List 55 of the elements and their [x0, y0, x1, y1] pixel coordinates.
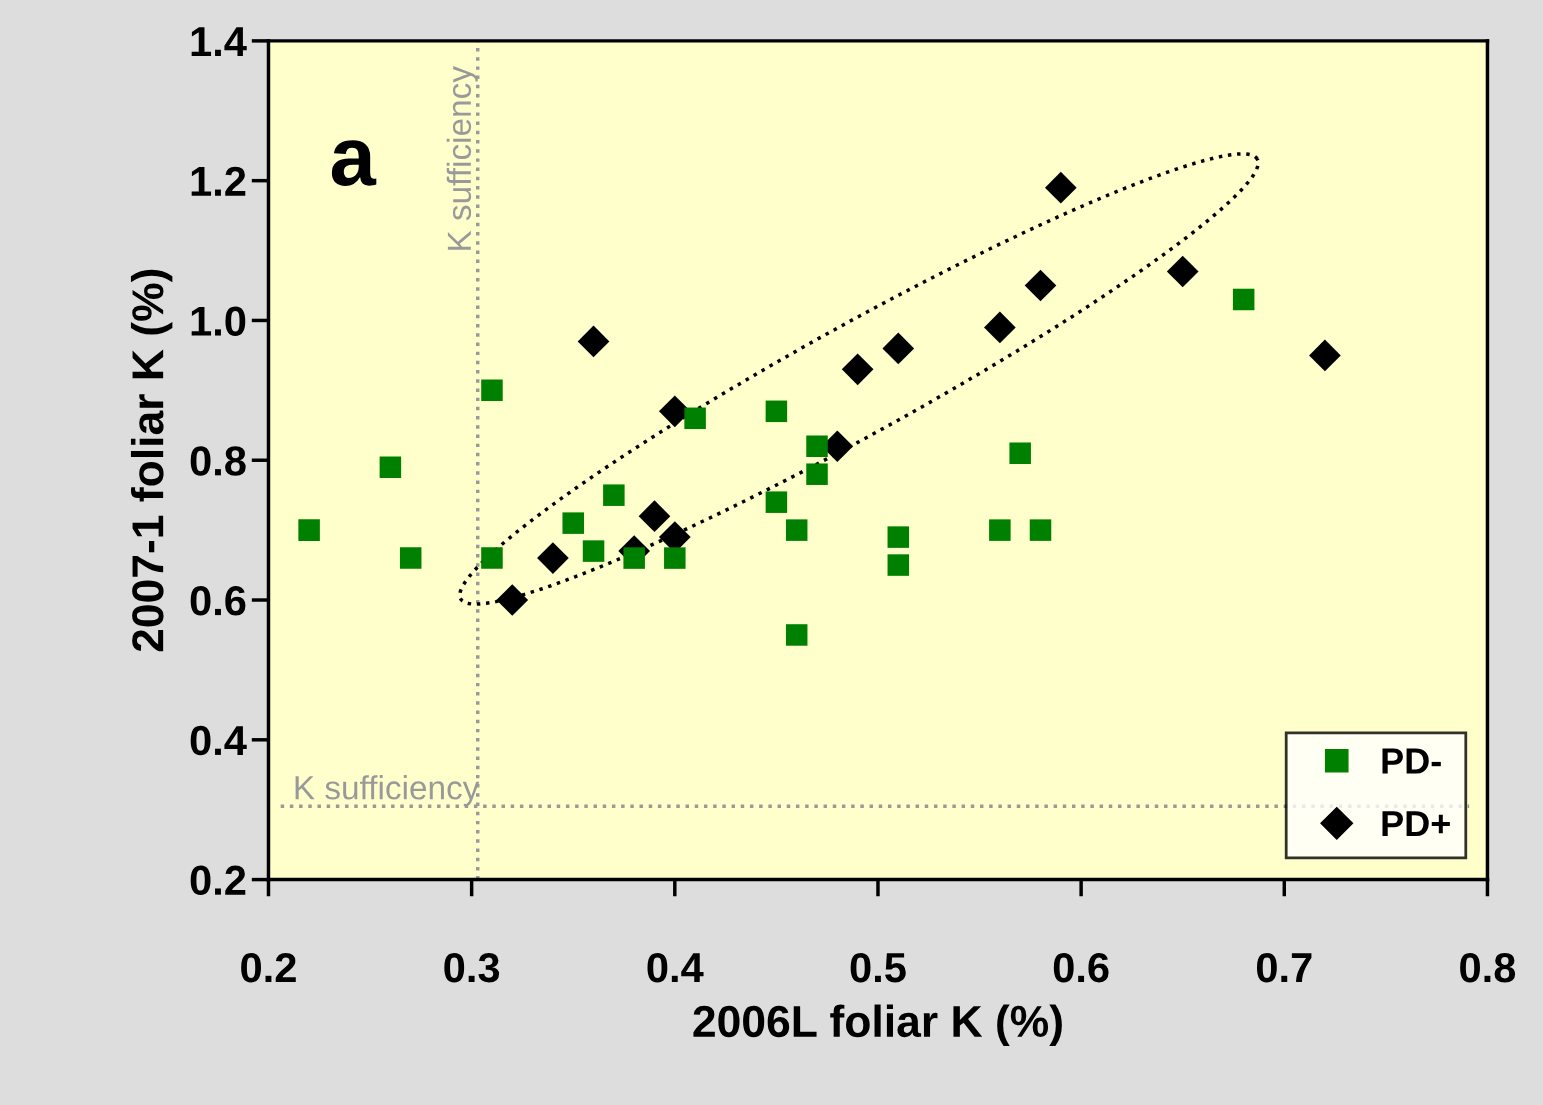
point	[1044, 171, 1077, 204]
y-tick-label: 1.2	[191, 166, 246, 196]
point	[765, 491, 788, 513]
point	[806, 435, 828, 458]
point	[481, 379, 503, 402]
y-tick-label: 0.2	[190, 865, 246, 896]
y-tick-label: 1.4	[191, 27, 247, 56]
point	[785, 519, 808, 541]
point	[765, 400, 788, 423]
x-tick-label: 0.6	[1053, 952, 1109, 983]
point	[562, 512, 584, 534]
ref-line-label: K sufficiency	[295, 775, 480, 807]
point	[684, 407, 706, 430]
point	[984, 311, 1016, 344]
point	[582, 540, 605, 562]
point	[887, 526, 910, 548]
point	[1232, 288, 1255, 311]
point	[785, 624, 808, 646]
x-tick-label: 0.5	[850, 952, 906, 983]
x-tick-label: 0.4	[647, 952, 704, 983]
point	[577, 325, 610, 358]
point	[638, 500, 671, 532]
y-tick-label: 0.6	[190, 586, 246, 616]
legend-label: PD+	[1382, 811, 1450, 836]
x-tick-label: 0.2	[241, 952, 296, 983]
y-tick-label: 0.4	[190, 725, 247, 756]
point	[1029, 519, 1052, 541]
y-tick-label: 1.0	[191, 306, 246, 336]
point	[664, 547, 686, 569]
ref-line-label: K sufficiency	[446, 66, 478, 250]
point	[537, 542, 569, 574]
y-axis-title: 2007-1 foliar K (%)	[130, 269, 173, 652]
legend-label: PD-	[1382, 748, 1441, 774]
x-axis-title: 2006L foliar K (%)	[693, 1004, 1062, 1046]
point	[1024, 269, 1057, 302]
point	[1309, 339, 1341, 372]
point	[887, 554, 910, 576]
point	[841, 353, 874, 386]
point	[496, 584, 529, 616]
x-tick-label: 0.7	[1256, 952, 1312, 983]
y-tick-label: 0.8	[190, 446, 246, 476]
point	[481, 547, 503, 569]
x-tick-label: 0.8	[1460, 952, 1516, 983]
point	[1166, 255, 1199, 288]
annotation: a	[331, 140, 377, 186]
point	[806, 463, 828, 485]
point	[603, 484, 625, 506]
point	[989, 519, 1011, 541]
point	[379, 456, 402, 478]
point	[298, 519, 320, 541]
x-tick-label: 0.3	[444, 952, 500, 983]
point	[1009, 442, 1031, 464]
point	[399, 547, 422, 569]
point	[882, 332, 915, 365]
point	[623, 547, 645, 569]
